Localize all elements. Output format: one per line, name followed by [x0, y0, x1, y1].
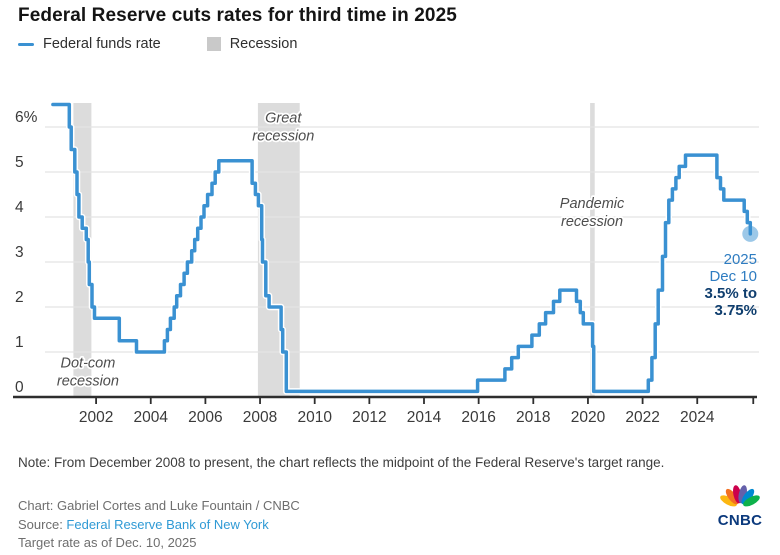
annotation-dot-com: Dot-com recession: [57, 355, 119, 389]
peacock-feather: [720, 495, 737, 507]
end-label-line: 3.75%: [714, 302, 757, 319]
x-axis-label: 2006: [188, 409, 222, 426]
x-axis-label: 2018: [516, 409, 550, 426]
source-line: Source: Federal Reserve Bank of New York: [18, 516, 300, 535]
peacock-feather: [743, 495, 760, 507]
target-rate-line: Target rate as of Dec. 10, 2025: [18, 535, 197, 550]
legend-item-recession: Recession: [206, 36, 298, 52]
end-label-line: 2025: [724, 251, 757, 268]
y-axis-label: 0: [15, 379, 24, 396]
credit-line: Chart: Gabriel Cortes and Luke Fountain …: [18, 498, 300, 513]
fed-funds-line-halo: [49, 101, 754, 395]
x-axis-label: 2016: [461, 409, 495, 426]
y-axis-label: 4: [15, 199, 24, 216]
y-axis-label: 1: [15, 334, 24, 351]
fed-funds-rate-chart: 6% 5 4 3 2 1 0 2002 2004 2006 2008 2010 2012 2014 2016…: [13, 101, 759, 426]
x-axis-label: 2002: [79, 409, 113, 426]
end-label-line: Dec 10: [709, 268, 757, 285]
x-axis-label: 2008: [243, 409, 277, 426]
line-swatch: [18, 42, 34, 46]
y-axis-label: 6%: [15, 109, 38, 126]
end-label-line: 3.5% to: [704, 285, 757, 302]
cnbc-wordmark: CNBC: [717, 512, 763, 529]
legend-item-fed-funds: Federal funds rate: [18, 36, 161, 52]
annotation-pandemic: Pandemic recession: [560, 196, 625, 230]
x-axis-label: 2012: [352, 409, 386, 426]
x-axis-label: 2022: [625, 409, 659, 426]
recession-band-pandemic: [590, 103, 595, 397]
chart-credits: Chart: Gabriel Cortes and Luke Fountain …: [18, 497, 300, 553]
annotation-great: Great recession: [252, 111, 314, 145]
legend-label-recession: Recession: [229, 36, 298, 52]
latest-value-marker: [742, 225, 759, 242]
source-prefix: Source:: [18, 516, 67, 532]
x-axis-label: 2020: [571, 409, 606, 426]
chart-title: Federal Reserve cuts rates for third tim…: [18, 5, 457, 26]
fed-funds-line: [51, 102, 753, 394]
cnbc-logo: CNBC: [712, 485, 768, 529]
x-axis-label: 2014: [407, 409, 442, 426]
x-axis-label: 2004: [134, 409, 169, 426]
peacock-feather: [725, 488, 739, 505]
x-axis-label: 2010: [297, 409, 332, 426]
chart-note: Note: From December 2008 to present, the…: [18, 455, 665, 470]
x-axis-label: 2024: [680, 409, 715, 426]
y-axis-label: 5: [15, 154, 24, 171]
peacock-feather: [741, 488, 755, 505]
recession-swatch: [206, 37, 221, 51]
legend-label-fed-funds: Federal funds rate: [43, 36, 161, 52]
y-axis-label: 3: [15, 244, 24, 261]
legend: Federal funds rate Recession: [18, 36, 297, 52]
y-axis-label: 2: [15, 289, 24, 306]
source-link[interactable]: Federal Reserve Bank of New York: [66, 516, 269, 532]
peacock-icon: [720, 485, 760, 507]
